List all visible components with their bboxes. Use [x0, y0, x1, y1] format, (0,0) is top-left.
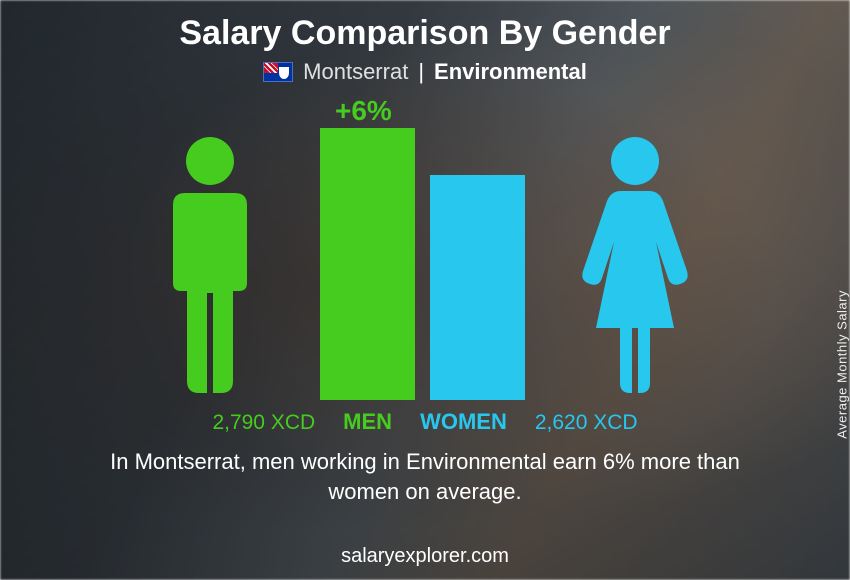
women-label: WOMEN — [420, 409, 507, 435]
side-axis-label: Average Monthly Salary — [835, 290, 850, 439]
women-value: 2,620 XCD — [535, 411, 638, 435]
chart-area: +6% 2,790 XCD MEN WOMEN 2,620 XCD — [0, 95, 850, 445]
separator: | — [418, 59, 424, 85]
bar-men — [320, 128, 415, 400]
footer-source: salaryexplorer.com — [0, 545, 850, 568]
woman-icon — [575, 135, 695, 395]
man-icon — [155, 135, 265, 395]
location-text: Montserrat — [303, 59, 408, 85]
flag-icon — [263, 62, 293, 82]
category-text: Environmental — [434, 59, 587, 85]
label-row: 2,790 XCD MEN WOMEN 2,620 XCD — [0, 409, 850, 435]
bar-women — [430, 175, 525, 400]
main-title: Salary Comparison By Gender — [0, 0, 850, 53]
men-label: MEN — [343, 409, 392, 435]
summary-text: In Montserrat, men working in Environmen… — [0, 447, 850, 506]
delta-label: +6% — [335, 95, 392, 127]
men-value: 2,790 XCD — [212, 411, 315, 435]
subtitle-row: Montserrat | Environmental — [0, 59, 850, 85]
infographic-content: Salary Comparison By Gender Montserrat |… — [0, 0, 850, 580]
